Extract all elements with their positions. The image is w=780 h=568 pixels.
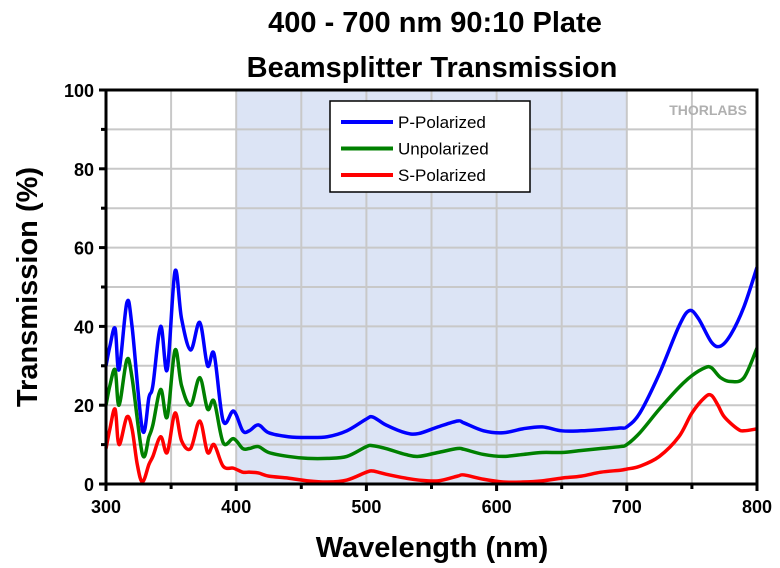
series-lines — [104, 266, 759, 485]
y-tick-label: 60 — [74, 239, 94, 259]
x-axis-label: Wavelength (nm) — [316, 532, 549, 564]
chart-title: 400 - 700 nm 90:10 Plate Beamsplitter Tr… — [247, 7, 618, 84]
y-axis-label: Transmission (%) — [12, 167, 44, 407]
series-line-p-polarized — [104, 266, 759, 440]
axis-ticks: 300 400 500 600 700 800 0 20 40 60 80 100 — [64, 81, 772, 517]
legend-item: P-Polarized — [341, 113, 486, 132]
legend: P-Polarized Unpolarized S-Polarized — [329, 100, 531, 193]
x-tick-label: 600 — [482, 497, 512, 517]
x-tick-label: 300 — [91, 497, 121, 517]
legend-label: S-Polarized — [398, 166, 486, 185]
legend-label: Unpolarized — [398, 140, 489, 159]
legend-label: P-Polarized — [398, 113, 486, 132]
thorlabs-watermark: THORLABS — [669, 102, 747, 118]
y-tick-label: 0 — [84, 475, 94, 495]
legend-item: Unpolarized — [341, 140, 489, 159]
y-tick-label: 80 — [74, 160, 94, 180]
x-tick-label: 500 — [351, 497, 381, 517]
series-line-s-polarized — [104, 392, 758, 485]
x-tick-label: 400 — [221, 497, 251, 517]
y-tick-label: 100 — [64, 81, 94, 101]
x-tick-label: 800 — [742, 497, 772, 517]
y-tick-label: 20 — [74, 396, 94, 416]
y-tick-label: 40 — [74, 317, 94, 337]
legend-item: S-Polarized — [341, 166, 486, 185]
x-tick-label: 700 — [612, 497, 642, 517]
chart-title-line-1: 400 - 700 nm 90:10 Plate — [268, 7, 602, 39]
series-line-unpolarized — [104, 347, 759, 461]
chart-title-line-2: Beamsplitter Transmission — [247, 52, 618, 84]
